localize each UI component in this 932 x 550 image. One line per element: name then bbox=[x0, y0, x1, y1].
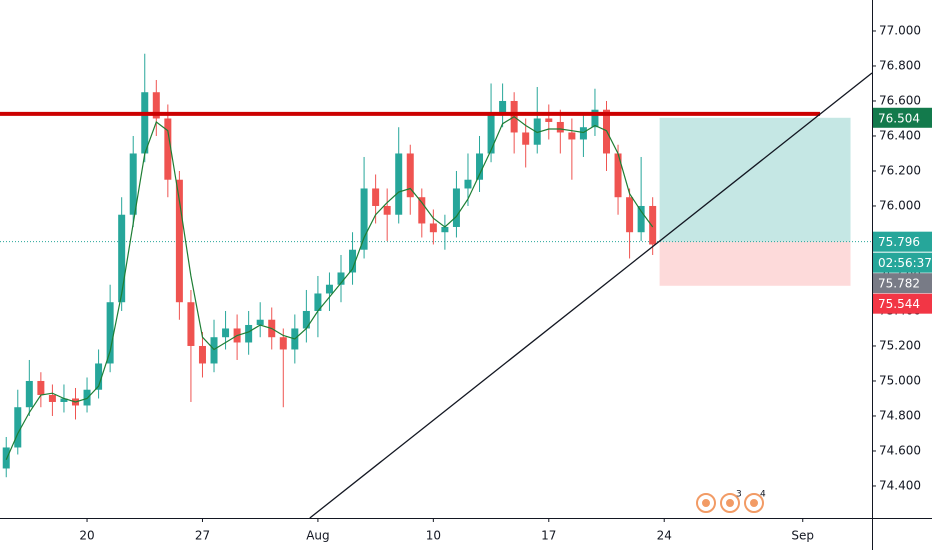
candle-body bbox=[349, 249, 357, 273]
watermark-text: 4 bbox=[760, 490, 766, 500]
candle-body bbox=[48, 394, 56, 402]
candle-body bbox=[452, 188, 460, 227]
x-tick-label: 10 bbox=[426, 529, 441, 543]
candle-body bbox=[141, 92, 149, 154]
candle-body bbox=[372, 188, 380, 206]
candle-body bbox=[152, 92, 160, 119]
candle-body bbox=[210, 337, 218, 364]
candle-body bbox=[487, 114, 495, 154]
moving-average bbox=[5, 115, 654, 460]
watermark-logo bbox=[696, 493, 764, 513]
loss-zone bbox=[659, 241, 851, 286]
x-tick-label: 17 bbox=[541, 529, 556, 543]
trendline bbox=[309, 72, 873, 519]
candle-body bbox=[60, 398, 68, 402]
candle-body bbox=[626, 197, 634, 233]
y-tick-label: 76.400 bbox=[879, 128, 921, 142]
candle-body bbox=[175, 179, 183, 303]
candles bbox=[2, 53, 657, 478]
price-label: 75.782 bbox=[878, 277, 920, 291]
candle-body bbox=[545, 118, 553, 122]
candle-body bbox=[106, 302, 114, 364]
x-tick-label: 20 bbox=[79, 529, 94, 543]
candle-body bbox=[245, 324, 253, 343]
candle-body bbox=[337, 272, 345, 285]
candle-body bbox=[556, 121, 564, 133]
x-tick-label: Aug bbox=[306, 529, 329, 543]
candle-body bbox=[499, 100, 507, 115]
candle-body bbox=[591, 109, 599, 128]
price-label-box bbox=[873, 273, 932, 294]
candle-body bbox=[360, 188, 368, 250]
y-tick-label: 74.800 bbox=[879, 408, 921, 422]
price-label-box bbox=[873, 252, 932, 273]
time-axis-bg bbox=[0, 518, 932, 550]
candle-body bbox=[568, 132, 576, 140]
candle-body bbox=[395, 153, 403, 215]
candle-body bbox=[464, 179, 472, 189]
candle-body bbox=[476, 153, 484, 180]
candle-body bbox=[441, 226, 449, 233]
candle-body bbox=[406, 153, 414, 198]
candle-body bbox=[118, 214, 126, 303]
candle-body bbox=[129, 153, 137, 215]
candle-body bbox=[187, 302, 195, 346]
price-label: 76.504 bbox=[878, 111, 920, 125]
candle-body bbox=[256, 319, 264, 325]
candle-body bbox=[164, 118, 172, 180]
candle-body bbox=[383, 205, 391, 215]
candle-body bbox=[579, 127, 587, 140]
candle-body bbox=[37, 380, 45, 395]
candle-body bbox=[637, 205, 645, 233]
y-tick-label: 75.000 bbox=[879, 373, 921, 387]
candle-body bbox=[325, 284, 333, 294]
candle-body bbox=[302, 310, 310, 329]
x-tick-label: 24 bbox=[657, 529, 672, 543]
price-label-box bbox=[873, 293, 932, 314]
candle-body bbox=[14, 407, 22, 448]
candle-body bbox=[95, 363, 103, 390]
y-tick-label: 74.400 bbox=[879, 478, 921, 492]
candle-body bbox=[614, 153, 622, 198]
candle-body bbox=[314, 293, 322, 311]
candle-body bbox=[279, 337, 287, 350]
price-label: 75.544 bbox=[878, 297, 920, 311]
watermark-text: 3 bbox=[736, 490, 742, 500]
y-tick-label: 76.600 bbox=[879, 93, 921, 107]
price-label: 75.796 bbox=[878, 235, 920, 249]
price-label-box bbox=[873, 231, 932, 252]
y-tick-label: 76.200 bbox=[879, 163, 921, 177]
candle-body bbox=[418, 197, 426, 224]
candle-body bbox=[522, 132, 530, 145]
candle-body bbox=[429, 223, 437, 233]
y-tick-label: 76.000 bbox=[879, 198, 921, 212]
candle-body bbox=[25, 380, 33, 408]
candle-body bbox=[222, 328, 230, 338]
candle-body bbox=[649, 205, 657, 245]
candle-body bbox=[2, 447, 10, 469]
x-tick-label: Sep bbox=[791, 529, 814, 543]
price-label-box bbox=[873, 107, 932, 128]
y-tick-label: 75.200 bbox=[879, 338, 921, 352]
y-tick-label: 76.800 bbox=[879, 58, 921, 72]
candle-body bbox=[198, 345, 206, 364]
profit-zone bbox=[659, 117, 851, 242]
price-label: 02:56:37 bbox=[878, 256, 932, 270]
candle-body bbox=[533, 118, 541, 145]
y-tick-label: 74.600 bbox=[879, 443, 921, 457]
x-tick-label: 27 bbox=[195, 529, 210, 543]
y-tick-label: 77.000 bbox=[879, 23, 921, 37]
